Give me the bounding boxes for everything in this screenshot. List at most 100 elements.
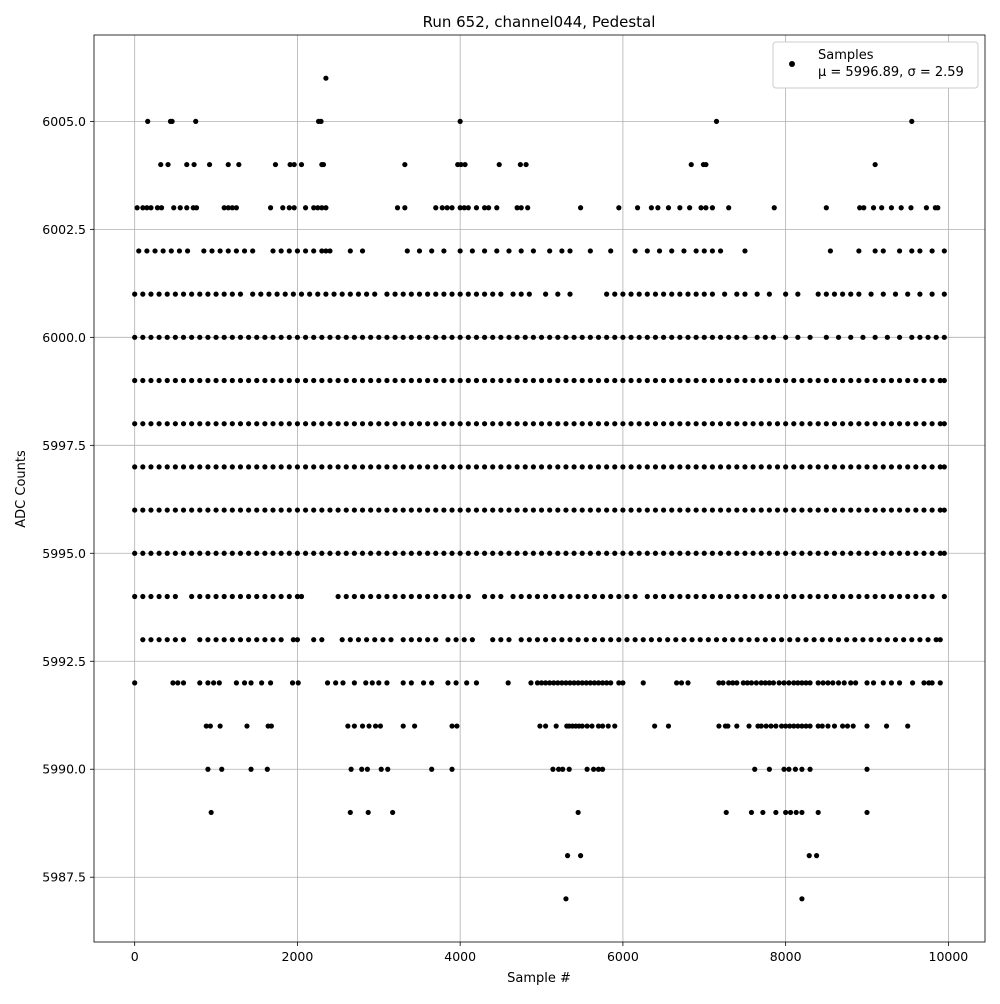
- data-point: [221, 464, 227, 470]
- data-point: [717, 421, 724, 427]
- data-point: [270, 248, 276, 254]
- data-point: [262, 507, 268, 513]
- data-point: [201, 248, 207, 254]
- data-point: [290, 637, 296, 643]
- data-point: [225, 205, 231, 211]
- data-point: [233, 248, 239, 254]
- data-point: [469, 248, 475, 254]
- data-point: [229, 377, 235, 384]
- data-point: [221, 334, 227, 340]
- data-points: [132, 75, 947, 902]
- data-point: [815, 464, 821, 470]
- data-point: [465, 291, 471, 297]
- data-point: [937, 421, 943, 427]
- data-point: [267, 205, 274, 211]
- data-point: [566, 766, 572, 772]
- data-point: [709, 464, 716, 470]
- data-point: [481, 421, 488, 427]
- data-point: [225, 161, 231, 168]
- data-point: [359, 766, 365, 772]
- data-point: [205, 637, 211, 643]
- data-point: [270, 550, 276, 556]
- data-point: [449, 377, 455, 384]
- data-point: [553, 723, 559, 729]
- data-point: [913, 464, 919, 470]
- data-point: [171, 205, 177, 211]
- data-point: [140, 205, 146, 211]
- data-point: [674, 680, 680, 686]
- data-point: [180, 464, 187, 470]
- data-point: [774, 421, 781, 427]
- data-point: [244, 723, 250, 729]
- data-point: [481, 464, 488, 470]
- data-point: [408, 550, 414, 556]
- data-point: [347, 637, 353, 643]
- data-point: [681, 637, 687, 643]
- data-point: [433, 291, 439, 297]
- data-point: [624, 593, 630, 600]
- data-point: [660, 291, 667, 297]
- data-point: [465, 507, 471, 513]
- data-point: [347, 291, 353, 297]
- data-point: [799, 766, 805, 772]
- data-point: [172, 291, 178, 297]
- data-point: [560, 766, 566, 772]
- data-point: [892, 291, 899, 297]
- data-point: [425, 550, 431, 556]
- data-point: [416, 637, 423, 643]
- data-point: [652, 593, 659, 600]
- data-point: [237, 377, 244, 384]
- data-point: [172, 507, 178, 513]
- data-point: [441, 421, 447, 427]
- data-point: [384, 464, 390, 470]
- data-point: [392, 291, 398, 297]
- data-point: [870, 205, 877, 211]
- data-point: [752, 766, 758, 772]
- data-point: [742, 421, 748, 427]
- data-point: [481, 550, 488, 556]
- data-point: [620, 507, 626, 513]
- data-point: [363, 680, 369, 686]
- data-point: [888, 421, 895, 427]
- data-point: [888, 680, 895, 686]
- data-point: [172, 637, 178, 643]
- data-point: [449, 291, 455, 297]
- data-point: [864, 550, 870, 556]
- data-point: [335, 377, 341, 384]
- data-point: [652, 507, 659, 513]
- data-point: [530, 248, 536, 254]
- x-tick-label: 2000: [282, 949, 314, 964]
- data-point: [799, 680, 805, 686]
- data-point: [441, 507, 447, 513]
- data-point: [909, 248, 915, 254]
- chart-title: Run 652, channel044, Pedestal: [423, 13, 656, 31]
- data-point: [799, 464, 805, 470]
- data-point: [567, 248, 573, 254]
- data-point: [632, 248, 638, 254]
- data-point: [701, 334, 707, 340]
- data-point: [156, 464, 162, 470]
- data-point: [311, 550, 317, 556]
- data-point: [457, 118, 463, 124]
- data-point: [311, 464, 317, 470]
- data-point: [523, 161, 529, 168]
- data-point: [259, 680, 265, 686]
- data-point: [577, 205, 584, 211]
- data-point: [880, 507, 886, 513]
- data-point: [400, 334, 406, 340]
- data-point: [290, 291, 296, 297]
- data-point: [392, 421, 398, 427]
- data-point: [458, 161, 464, 168]
- data-point: [144, 248, 150, 254]
- data-point: [896, 334, 903, 340]
- data-point: [225, 248, 231, 254]
- data-point: [530, 334, 536, 340]
- data-point: [172, 377, 178, 384]
- data-point: [473, 507, 480, 513]
- data-point: [577, 853, 584, 859]
- data-point: [490, 550, 496, 556]
- data-point: [270, 421, 276, 427]
- data-point: [229, 334, 235, 340]
- data-point: [813, 853, 820, 859]
- data-point: [498, 464, 504, 470]
